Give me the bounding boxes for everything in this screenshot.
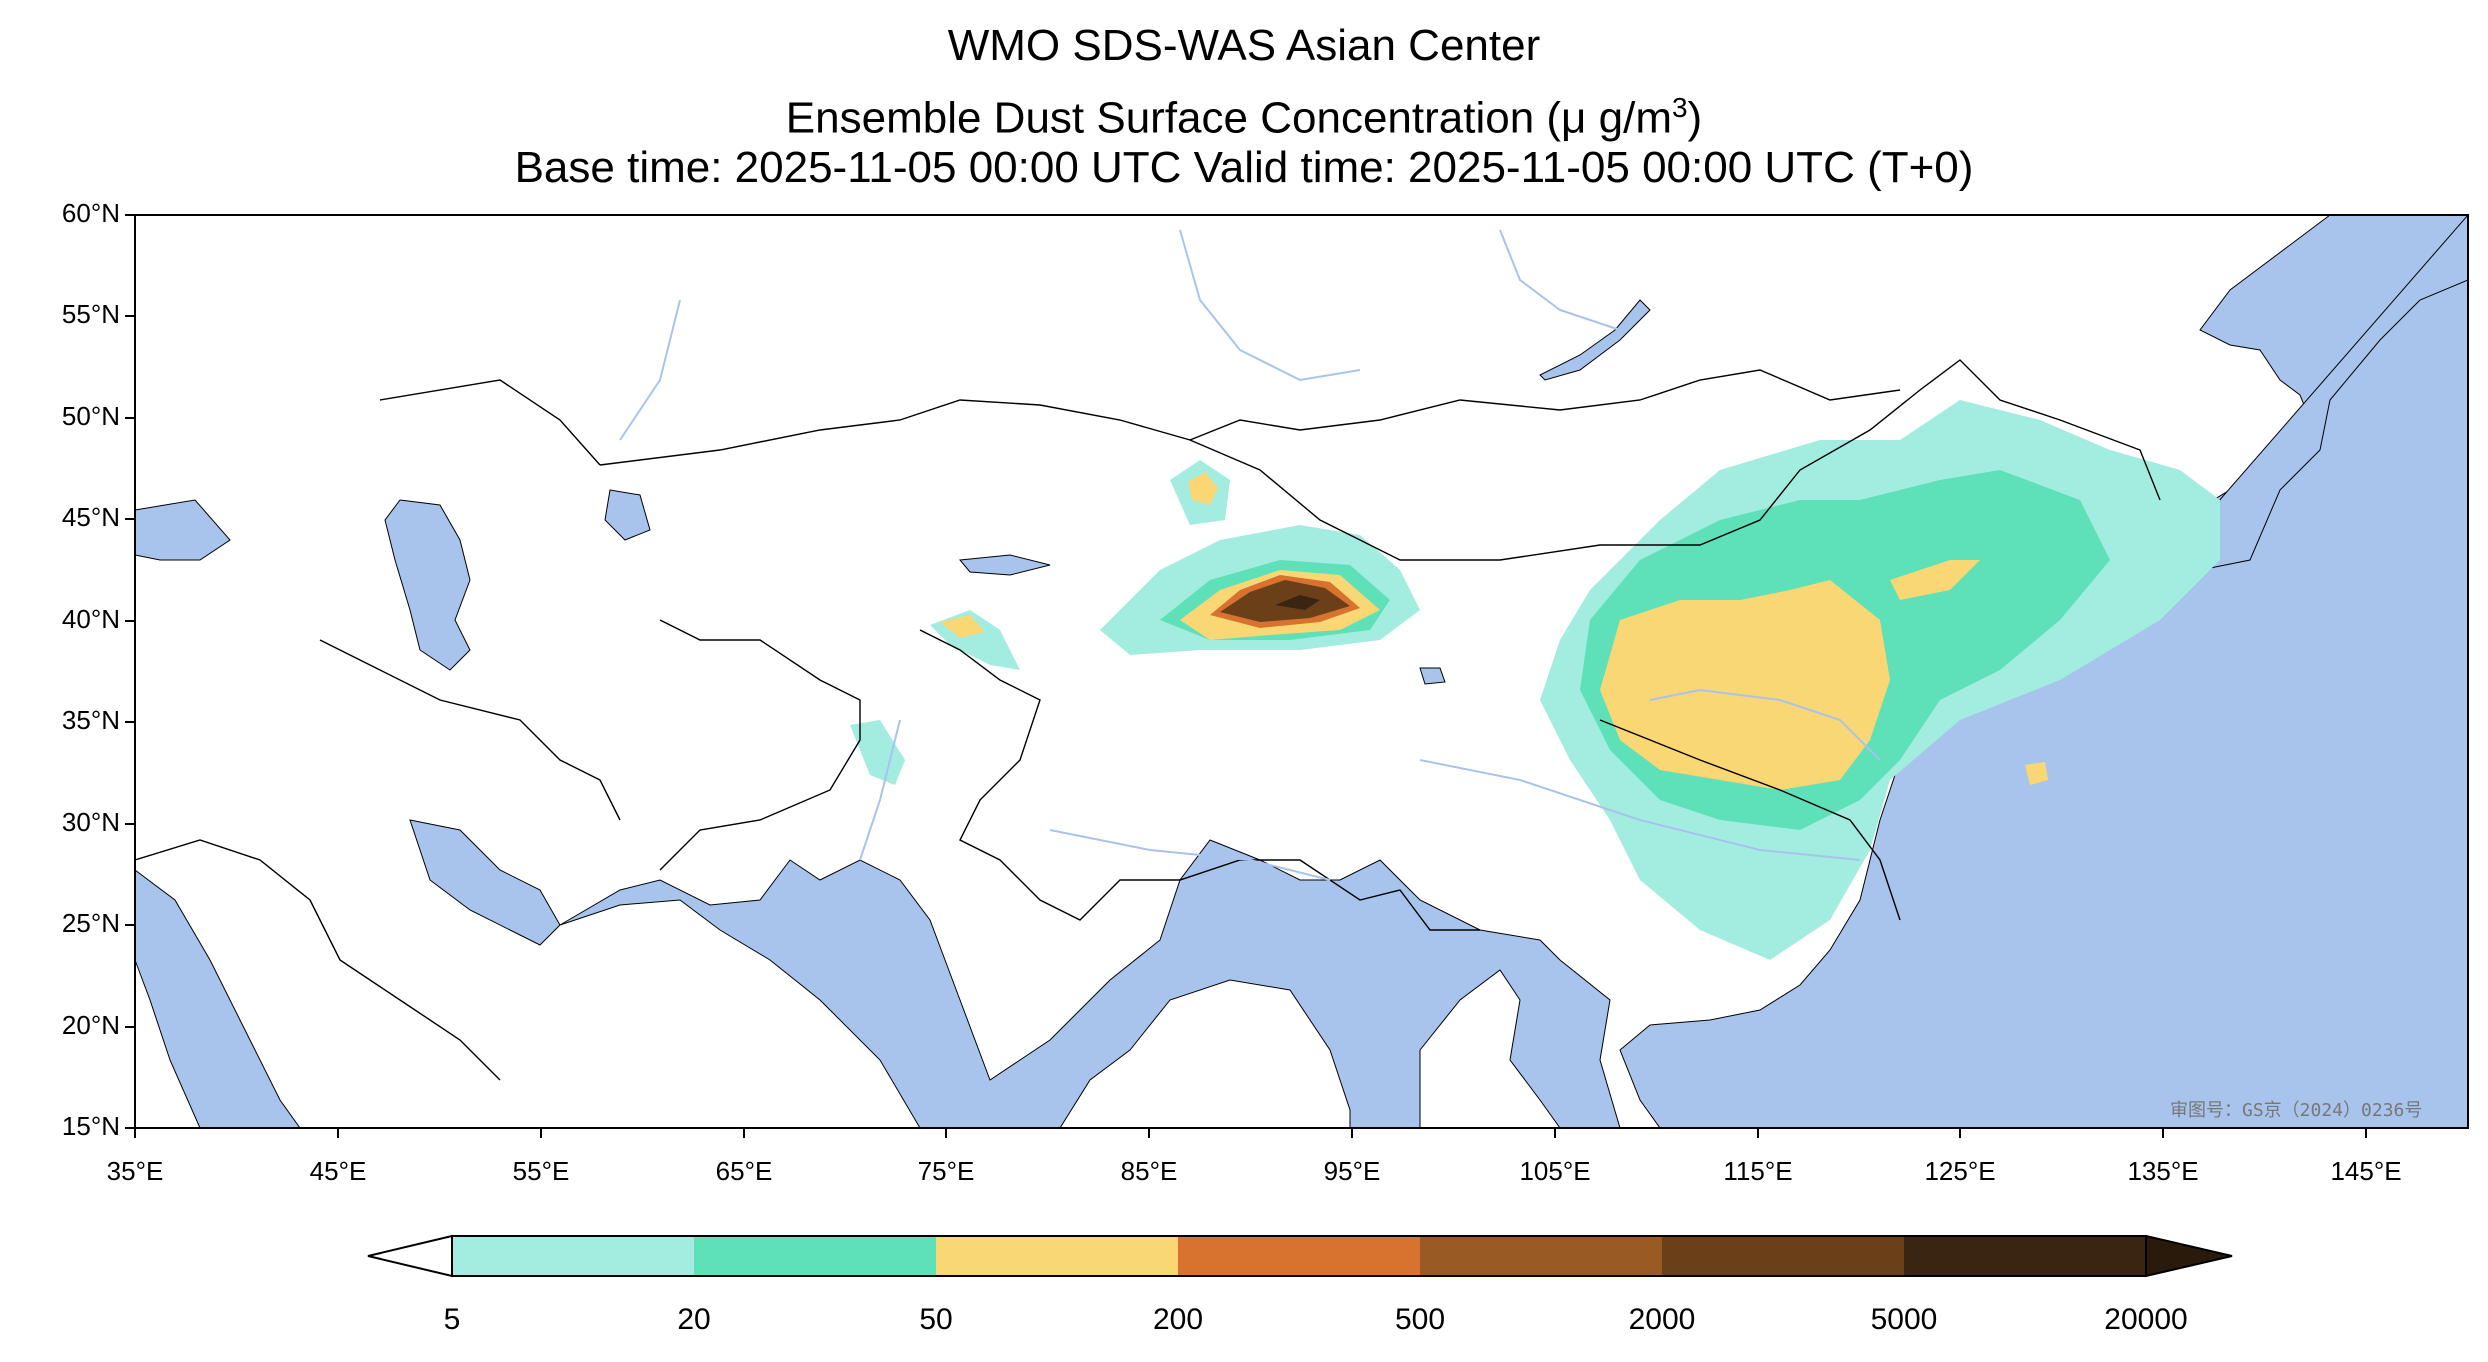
lat-label: 60°N: [61, 198, 120, 228]
unit-superscript: 3: [1671, 92, 1688, 123]
lon-label: 85°E: [1120, 1156, 1178, 1186]
colorbar-bin: [1662, 1236, 1904, 1276]
colorbar-tick-label: 200: [1152, 1303, 1204, 1336]
dust-spot-fergana-inner: [940, 615, 985, 638]
colorbar-tick-label: 50: [919, 1303, 953, 1336]
rivers: [619, 229, 1881, 881]
lon-label: 105°E: [1519, 1156, 1591, 1186]
lon-label: 45°E: [309, 1156, 367, 1186]
subtitle-text: Ensemble Dust Surface Concentration (μ g…: [785, 93, 1672, 143]
approval-stamp: 审图号：GS京（2024）0236号: [2170, 1100, 2423, 1121]
map-frame: [134, 214, 2469, 1129]
lat-label: 15°N: [61, 1111, 120, 1141]
colorbar-tick-label: 5000: [1870, 1303, 1938, 1336]
colorbar-bin: [1904, 1236, 2146, 1276]
lon-label: 145°E: [2330, 1156, 2402, 1186]
colorbar-extend-high: [2145, 1234, 2233, 1278]
map-subtitle: Ensemble Dust Surface Concentration (μ g…: [0, 82, 2488, 145]
lat-label: 40°N: [61, 604, 120, 634]
country-borders: [135, 359, 2161, 1081]
lon-label: 115°E: [1723, 1156, 1793, 1186]
lat-label: 55°N: [61, 299, 120, 329]
subtitle-close: ): [1687, 93, 1703, 143]
dust-spot-junggar-inner: [1188, 472, 1218, 505]
colorbar-bin: [936, 1236, 1178, 1276]
colorbar: [367, 1234, 2233, 1278]
lon-label: 125°E: [1924, 1156, 1996, 1186]
colorbar-tick-label: 5: [443, 1303, 461, 1336]
dust-spot-northeast: [1890, 560, 1980, 600]
colorbar-extend-low: [367, 1234, 453, 1278]
lat-label: 35°N: [61, 705, 120, 735]
lat-label: 30°N: [61, 807, 120, 837]
lat-label: 25°N: [61, 908, 120, 938]
lon-label: 95°E: [1323, 1156, 1381, 1186]
axis-ticks: [125, 214, 2367, 1138]
lon-label: 55°E: [512, 1156, 570, 1186]
dust-contours: [850, 400, 2220, 960]
lat-label: 20°N: [61, 1010, 120, 1040]
lat-label: 50°N: [61, 401, 120, 431]
colorbar-bins: [452, 1236, 2146, 1276]
colorbar-bin: [1178, 1236, 1420, 1276]
colorbar-tick-label: 20: [677, 1303, 711, 1336]
dust-spot-thar: [850, 720, 905, 785]
lon-label: 65°E: [715, 1156, 773, 1186]
lat-label: 45°N: [61, 502, 120, 532]
map-plot-area: [135, 215, 2468, 1128]
colorbar-bin: [1420, 1236, 1662, 1276]
colorbar-frame: [451, 1235, 2147, 1277]
dust-level-50-east: [1600, 580, 1890, 790]
dust-level-2000-core: [1275, 595, 1320, 610]
lon-label: 35°E: [106, 1156, 164, 1186]
colorbar-tick-label: 2000: [1628, 1303, 1696, 1336]
oceans: [135, 215, 2468, 1128]
dust-spot-korea: [2025, 762, 2048, 785]
colorbar-bin: [452, 1236, 694, 1276]
colorbar-tick-label: 500: [1394, 1303, 1446, 1336]
colorbar-tick-label: 20000: [2104, 1303, 2188, 1336]
lon-label: 75°E: [917, 1156, 975, 1186]
colorbar-bin: [694, 1236, 936, 1276]
map-title: WMO SDS-WAS Asian Center: [947, 21, 1541, 70]
lon-label: 135°E: [2127, 1156, 2199, 1186]
map-timestamp: Base time: 2025-11-05 00:00 UTC Valid ti…: [514, 143, 1974, 192]
